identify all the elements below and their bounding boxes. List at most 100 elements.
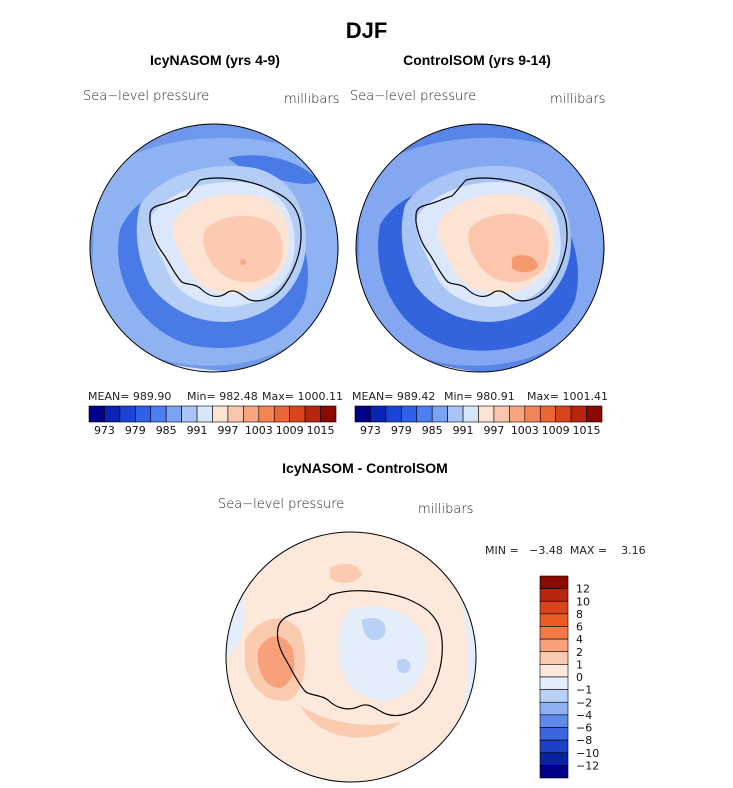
right-colorbar-swatch	[401, 405, 418, 423]
right-colorbar-swatch	[586, 405, 603, 423]
diff-minmax-label: MIN = −3.48 MAX = 3.16	[485, 544, 646, 557]
left-colorbar-swatch	[150, 405, 167, 423]
right-colorbar-tick: 979	[391, 424, 412, 437]
diff-colorbar-swatch	[539, 739, 569, 754]
diff-colorbar-tick: 0	[576, 671, 583, 684]
right-colorbar-swatch	[570, 405, 587, 423]
left-colorbar-tick: 997	[217, 424, 238, 437]
diff-colorbar-swatch	[539, 638, 569, 653]
diff-map-pos1-south	[300, 705, 400, 738]
left-map-trough-north	[228, 155, 318, 184]
right-colorbar-tick: 1009	[542, 424, 570, 437]
diff-colorbar-swatch	[539, 676, 569, 690]
right-colorbar-swatch	[555, 405, 572, 423]
diff-map-neg2-interior	[362, 617, 386, 641]
diff-map-neg2-interior-b	[396, 658, 411, 674]
page-title: DJF	[345, 18, 388, 43]
right-colorbar-tick: 985	[422, 424, 443, 437]
left-mean-label: MEAN= 989.90	[88, 390, 172, 403]
diff-map-coastline	[276, 590, 443, 717]
right-colorbar-tick: 1003	[511, 424, 539, 437]
diff-colorbar-swatch	[539, 600, 569, 615]
diff-colorbar-tick: 2	[576, 646, 583, 659]
right-colorbar-swatch	[478, 405, 495, 423]
left-colorbar-swatch	[135, 405, 152, 423]
diff-map-pos2-west	[257, 636, 295, 688]
left-colorbar-swatch	[212, 405, 229, 423]
right-colorbar-swatch	[524, 405, 541, 423]
left-colorbar: 973 979 985 991 997 1003 1009 1015	[88, 405, 337, 437]
left-map-coastline	[149, 177, 302, 302]
left-colorbar-tick: 985	[156, 424, 177, 437]
diff-units-label: millibars	[418, 502, 474, 517]
diff-colorbar-swatch	[539, 651, 569, 665]
left-map-border	[89, 123, 339, 373]
left-colorbar-swatch	[227, 405, 244, 423]
diff-map-neg1-interior	[338, 606, 426, 701]
left-map	[90, 124, 338, 372]
diff-colorbar-swatch	[539, 752, 569, 766]
left-map-land-mid	[203, 215, 283, 283]
left-colorbar-swatch	[273, 405, 290, 423]
right-map-border	[355, 123, 605, 373]
diff-colorbar-swatch	[539, 765, 569, 779]
diff-colorbar-tick: 8	[576, 608, 583, 621]
diff-colorbar-swatch	[539, 714, 569, 728]
right-map	[356, 124, 604, 372]
right-colorbar-swatch	[431, 405, 448, 423]
diff-colorbar-swatch	[539, 588, 569, 602]
left-panel-title: IcyNASOM (yrs 4-9)	[150, 52, 280, 68]
diff-colorbar-swatch	[539, 626, 569, 640]
diff-colorbar-swatch	[539, 575, 569, 589]
left-colorbar-swatch	[165, 405, 182, 423]
right-mean-label: MEAN= 989.42	[352, 390, 436, 403]
left-colorbar-swatch	[181, 405, 198, 423]
diff-colorbar-swatch	[539, 613, 569, 627]
diff-colorbar-tick: −10	[576, 747, 599, 760]
right-map-land-high	[512, 255, 538, 273]
right-map-coastline	[415, 177, 568, 302]
right-colorbar-swatch	[354, 405, 371, 423]
left-colorbar-swatch	[320, 405, 337, 423]
right-variable-label: Sea−level pressure	[350, 89, 477, 104]
left-colorbar-swatch	[88, 405, 105, 423]
left-units-label: millibars	[284, 92, 340, 107]
right-colorbar-tick: 997	[483, 424, 504, 437]
left-colorbar-swatch	[243, 405, 260, 423]
left-colorbar-tick: 1003	[245, 424, 273, 437]
right-min-label: Min= 980.91	[444, 390, 515, 403]
left-colorbar-tick: 973	[94, 424, 115, 437]
diff-map	[226, 532, 476, 782]
right-colorbar-tick: 973	[360, 424, 381, 437]
diff-colorbar-tick: −6	[576, 722, 592, 735]
right-colorbar-swatch	[370, 405, 387, 423]
diff-colorbar-tick: 10	[576, 595, 590, 608]
right-colorbar-swatch	[416, 405, 433, 423]
diff-map-border	[225, 531, 477, 783]
left-max-label: Max= 1000.11	[262, 390, 343, 403]
left-colorbar-tick: 1015	[307, 424, 335, 437]
diff-colorbar-tick: −4	[576, 709, 592, 722]
diff-colorbar-tick: −12	[576, 759, 599, 772]
left-colorbar-swatch	[304, 405, 321, 423]
diff-colorbar-tick: −8	[576, 734, 592, 747]
right-colorbar-swatch	[509, 405, 526, 423]
right-colorbar-tick: 991	[453, 424, 474, 437]
right-colorbar-swatch	[493, 405, 510, 423]
diff-colorbar-tick: −1	[576, 684, 592, 697]
left-map-land-high	[240, 259, 246, 265]
diff-colorbar-swatch	[539, 689, 569, 703]
right-max-label: Max= 1001.41	[527, 390, 608, 403]
diff-variable-label: Sea−level pressure	[218, 497, 345, 512]
left-min-label: Min= 982.48	[187, 390, 258, 403]
right-colorbar-tick: 1015	[573, 424, 601, 437]
diff-colorbar-tick: 1	[576, 658, 583, 671]
right-colorbar-swatch	[447, 405, 464, 423]
right-panel-title: ControlSOM (yrs 9-14)	[403, 52, 551, 68]
left-colorbar-swatch	[119, 405, 136, 423]
diff-colorbar-swatch	[539, 701, 569, 716]
right-colorbar: 973 979 985 991 997 1003 1009 1015	[354, 405, 603, 437]
diff-colorbar-tick: 12	[576, 583, 590, 596]
left-variable-label: Sea−level pressure	[83, 89, 210, 104]
